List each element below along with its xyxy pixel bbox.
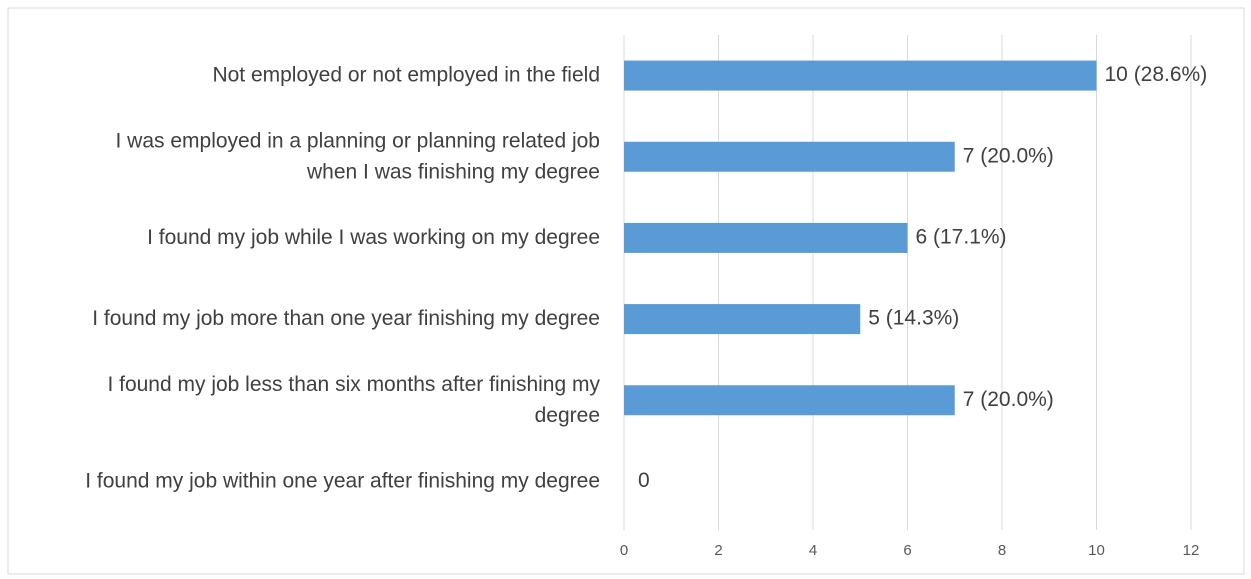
bar: [624, 141, 955, 172]
x-tick-label: 4: [809, 542, 817, 559]
bar: [624, 60, 1097, 91]
data-label: 7 (20.0%): [963, 144, 1054, 167]
y-tick-label: I found my job while I was working on my…: [147, 225, 600, 248]
x-tick-label: 10: [1088, 542, 1105, 559]
data-label: 6 (17.1%): [916, 225, 1007, 248]
data-label: 7 (20.0%): [963, 388, 1054, 411]
y-tick-label: I was employed in a planning or planning…: [116, 129, 601, 183]
x-tick-label: 6: [903, 542, 911, 559]
data-label: 5 (14.3%): [868, 307, 959, 330]
data-label: 10 (28.6%): [1105, 63, 1208, 86]
y-tick-label: I found my job less than six months afte…: [107, 372, 600, 426]
y-tick-label: I found my job more than one year finish…: [92, 307, 600, 330]
bar: [624, 385, 955, 416]
x-tick-label: 2: [714, 542, 722, 559]
bar: [624, 222, 908, 253]
bar: [624, 304, 861, 335]
x-tick-label: 12: [1183, 542, 1200, 559]
data-label: 0: [638, 469, 650, 492]
y-tick-label: Not employed or not employed in the fiel…: [212, 63, 600, 86]
x-tick-label: 8: [998, 542, 1006, 559]
x-tick-label: 0: [620, 542, 628, 559]
chart-border: [7, 7, 1245, 575]
y-tick-label: I found my job within one year after fin…: [85, 469, 600, 492]
